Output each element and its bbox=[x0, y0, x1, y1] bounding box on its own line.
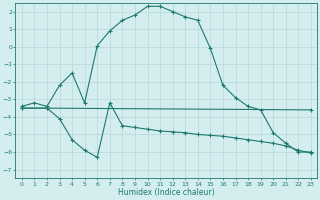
X-axis label: Humidex (Indice chaleur): Humidex (Indice chaleur) bbox=[118, 188, 215, 197]
